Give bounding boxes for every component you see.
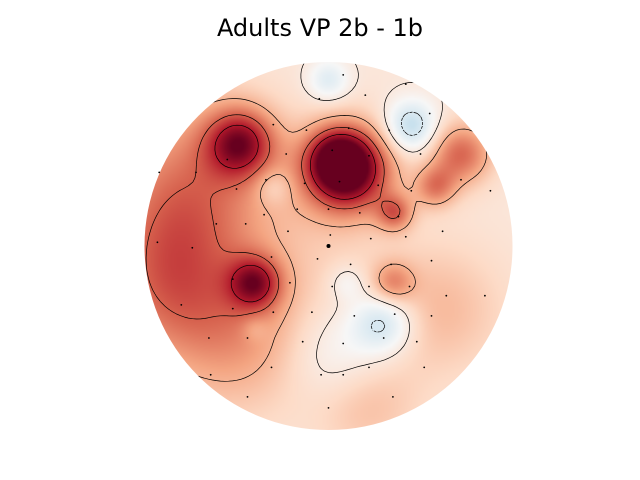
sensor-marker (377, 184, 380, 187)
sensor-marker (388, 129, 391, 132)
sensor-marker (430, 315, 433, 317)
sensor-marker (419, 153, 422, 155)
sensor-marker (265, 178, 267, 181)
contour-line-level-5 (145, 114, 401, 320)
sensor-marker (209, 373, 212, 376)
sensor-markers (156, 74, 492, 409)
sensor-marker (303, 182, 306, 185)
sensor-marker (296, 208, 299, 211)
sensor-marker (393, 313, 396, 315)
sensor-marker (244, 223, 247, 225)
sensor-marker (347, 127, 350, 130)
sensor-marker (364, 94, 367, 96)
sensor-marker (430, 259, 433, 262)
sensor-marker (246, 396, 249, 398)
reference-sensor-marker (326, 244, 331, 248)
sensor-marker (349, 263, 352, 266)
sensor-marker (338, 180, 341, 183)
sensor-marker (460, 178, 462, 181)
sensor-marker (270, 256, 273, 258)
sensor-marker (156, 241, 159, 244)
sensor-marker (301, 340, 304, 343)
sensor-marker (441, 230, 444, 233)
sensor-marker (318, 97, 321, 100)
sensor-marker (415, 340, 418, 343)
sensor-marker (158, 171, 161, 174)
sensor-marker (195, 171, 197, 174)
sensor-marker (287, 230, 289, 233)
sensor-marker (484, 294, 486, 297)
sensor-marker (327, 208, 330, 211)
sensor-marker (226, 158, 229, 161)
sensor-marker (327, 407, 330, 409)
sensor-marker (342, 373, 345, 376)
sensor-marker (289, 281, 291, 284)
sensor-marker (404, 235, 407, 238)
sensor-marker (368, 285, 370, 288)
sensor-marker (246, 337, 249, 339)
sensor-marker (423, 366, 426, 369)
sensor-marker (408, 285, 411, 288)
sensor-marker (489, 189, 492, 192)
sensor-marker (369, 237, 372, 240)
sensor-marker (392, 396, 394, 398)
sensor-marker (285, 153, 288, 155)
sensor-marker (368, 366, 370, 369)
sensor-marker (390, 263, 392, 266)
sensor-marker (428, 112, 431, 115)
sensor-marker (329, 234, 332, 236)
sensor-marker (316, 258, 319, 260)
sensor-marker (270, 366, 273, 369)
sensor-marker (368, 154, 370, 157)
sensor-marker (235, 188, 238, 190)
sensor-marker (231, 278, 234, 280)
sensor-marker (320, 373, 322, 376)
sensor-marker (342, 74, 345, 76)
sensor-marker (358, 212, 361, 214)
sensor-marker (331, 149, 334, 152)
sensor-marker (272, 311, 275, 314)
sensor-marker (353, 315, 356, 317)
sensor-marker (410, 189, 413, 192)
sensor-marker (272, 123, 275, 126)
sensor-marker (342, 342, 345, 345)
sensor-marker (311, 311, 313, 314)
sensor-marker (208, 337, 210, 339)
contour-line-level-2 (370, 111, 423, 333)
sensor-marker (404, 83, 407, 85)
sensor-marker (263, 213, 265, 216)
sensor-marker (397, 215, 400, 218)
chart-title: Adults VP 2b - 1b (216, 14, 424, 42)
sensor-marker (305, 129, 308, 132)
sensor-marker (215, 223, 218, 225)
sensor-marker (180, 304, 183, 306)
sensor-marker (191, 246, 194, 249)
sensor-marker (231, 307, 234, 310)
sensor-marker (331, 285, 334, 288)
sensor-marker (382, 337, 385, 339)
contour-line-level-6 (214, 124, 376, 303)
sensor-marker (445, 294, 448, 297)
